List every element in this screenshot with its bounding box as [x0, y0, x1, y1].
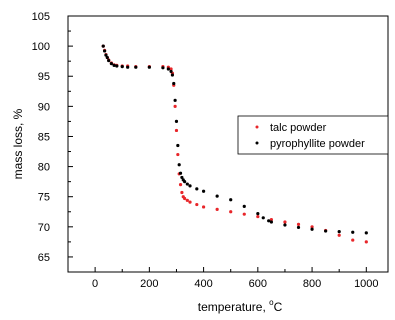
data-point: [215, 194, 219, 198]
legend-box: [237, 115, 389, 155]
x-axis-title: temperature, oC: [198, 298, 283, 314]
data-point: [147, 65, 151, 69]
data-point: [169, 67, 173, 71]
data-point: [269, 220, 273, 224]
data-point: [242, 204, 246, 208]
data-point: [170, 73, 175, 77]
data-point: [169, 69, 173, 74]
data-point: [201, 205, 206, 209]
x-tick-label: 600: [249, 278, 267, 290]
data-point: [161, 66, 165, 70]
data-point: [337, 233, 341, 237]
data-point: [173, 98, 177, 102]
data-point: [324, 229, 328, 233]
y-tick-label: 80: [38, 162, 50, 174]
data-point: [173, 104, 177, 108]
y-tick-label: 90: [38, 101, 50, 113]
y-tick-label: 75: [38, 192, 50, 204]
y-tick-label: 105: [32, 11, 50, 23]
data-point: [120, 65, 124, 69]
data-point: [296, 225, 301, 230]
y-axis-title: mass loss, %: [11, 108, 25, 179]
data-point: [176, 143, 180, 148]
data-point: [180, 175, 184, 180]
legend-label-pyrophyllite: pyrophyllite powder: [270, 138, 365, 150]
data-point: [166, 67, 170, 71]
data-point: [105, 55, 109, 60]
data-point: [242, 212, 246, 216]
data-point: [134, 65, 138, 69]
y-tick-label: 95: [38, 71, 50, 83]
data-point: [177, 163, 181, 167]
data-point: [115, 64, 119, 68]
data-point: [296, 222, 301, 227]
data-point: [201, 189, 206, 193]
axis-ticks: 0 200 400 600 800 1000 65 70 75 80 85 90 95 100 105: [32, 11, 379, 290]
x-axis-title-unit: C: [274, 300, 283, 314]
y-tick-label: 100: [32, 41, 50, 53]
data-point: [112, 63, 116, 67]
data-point: [185, 198, 189, 202]
data-point: [183, 180, 187, 184]
data-point: [180, 190, 184, 195]
data-points: [101, 44, 368, 244]
data-point: [283, 220, 287, 224]
data-point: [188, 184, 192, 188]
data-point: [310, 225, 314, 229]
data-point: [256, 214, 260, 219]
x-axis-title-main: temperature,: [198, 300, 269, 314]
data-point: [185, 182, 189, 186]
data-point: [351, 230, 355, 234]
data-point: [188, 200, 192, 204]
x-tick-label: 1000: [354, 278, 378, 290]
data-point: [109, 61, 113, 66]
data-point: [178, 183, 183, 187]
data-point: [195, 202, 199, 207]
data-point: [172, 81, 176, 86]
x-axis-title-sup: o: [269, 298, 274, 307]
data-point: [283, 223, 287, 227]
data-point: [183, 196, 187, 201]
data-point: [351, 238, 355, 242]
data-point: [101, 44, 105, 48]
legend-marker-pyrophyllite: [255, 141, 259, 145]
x-tick-label: 0: [92, 278, 98, 290]
y-tick-label: 70: [38, 222, 50, 234]
data-point: [195, 187, 199, 191]
data-point: [364, 240, 368, 244]
data-point: [104, 53, 108, 57]
legend-marker-talc: [255, 125, 259, 129]
series-pyrophyllite: [101, 44, 368, 235]
data-point: [261, 216, 265, 220]
y-tick-label: 65: [38, 252, 50, 264]
x-tick-label: 400: [194, 278, 212, 290]
data-point: [107, 58, 111, 63]
legend-label-talc: talc powder: [270, 122, 327, 134]
data-point: [256, 211, 260, 216]
data-point: [178, 171, 183, 175]
data-point: [176, 152, 180, 157]
data-point: [310, 227, 314, 231]
data-point: [337, 230, 341, 234]
data-point: [174, 119, 179, 124]
legend: talc powder pyrophyllite powder: [237, 115, 389, 155]
data-point: [215, 207, 219, 211]
data-point: [174, 128, 179, 133]
data-point: [229, 198, 233, 202]
data-point: [126, 65, 130, 69]
data-point: [364, 231, 368, 235]
data-point: [267, 219, 271, 223]
data-point: [229, 210, 233, 214]
data-point: [269, 218, 273, 222]
y-tick-label: 85: [38, 131, 50, 143]
x-tick-label: 200: [140, 278, 158, 290]
data-point: [103, 49, 107, 53]
x-tick-label: 800: [303, 278, 321, 290]
